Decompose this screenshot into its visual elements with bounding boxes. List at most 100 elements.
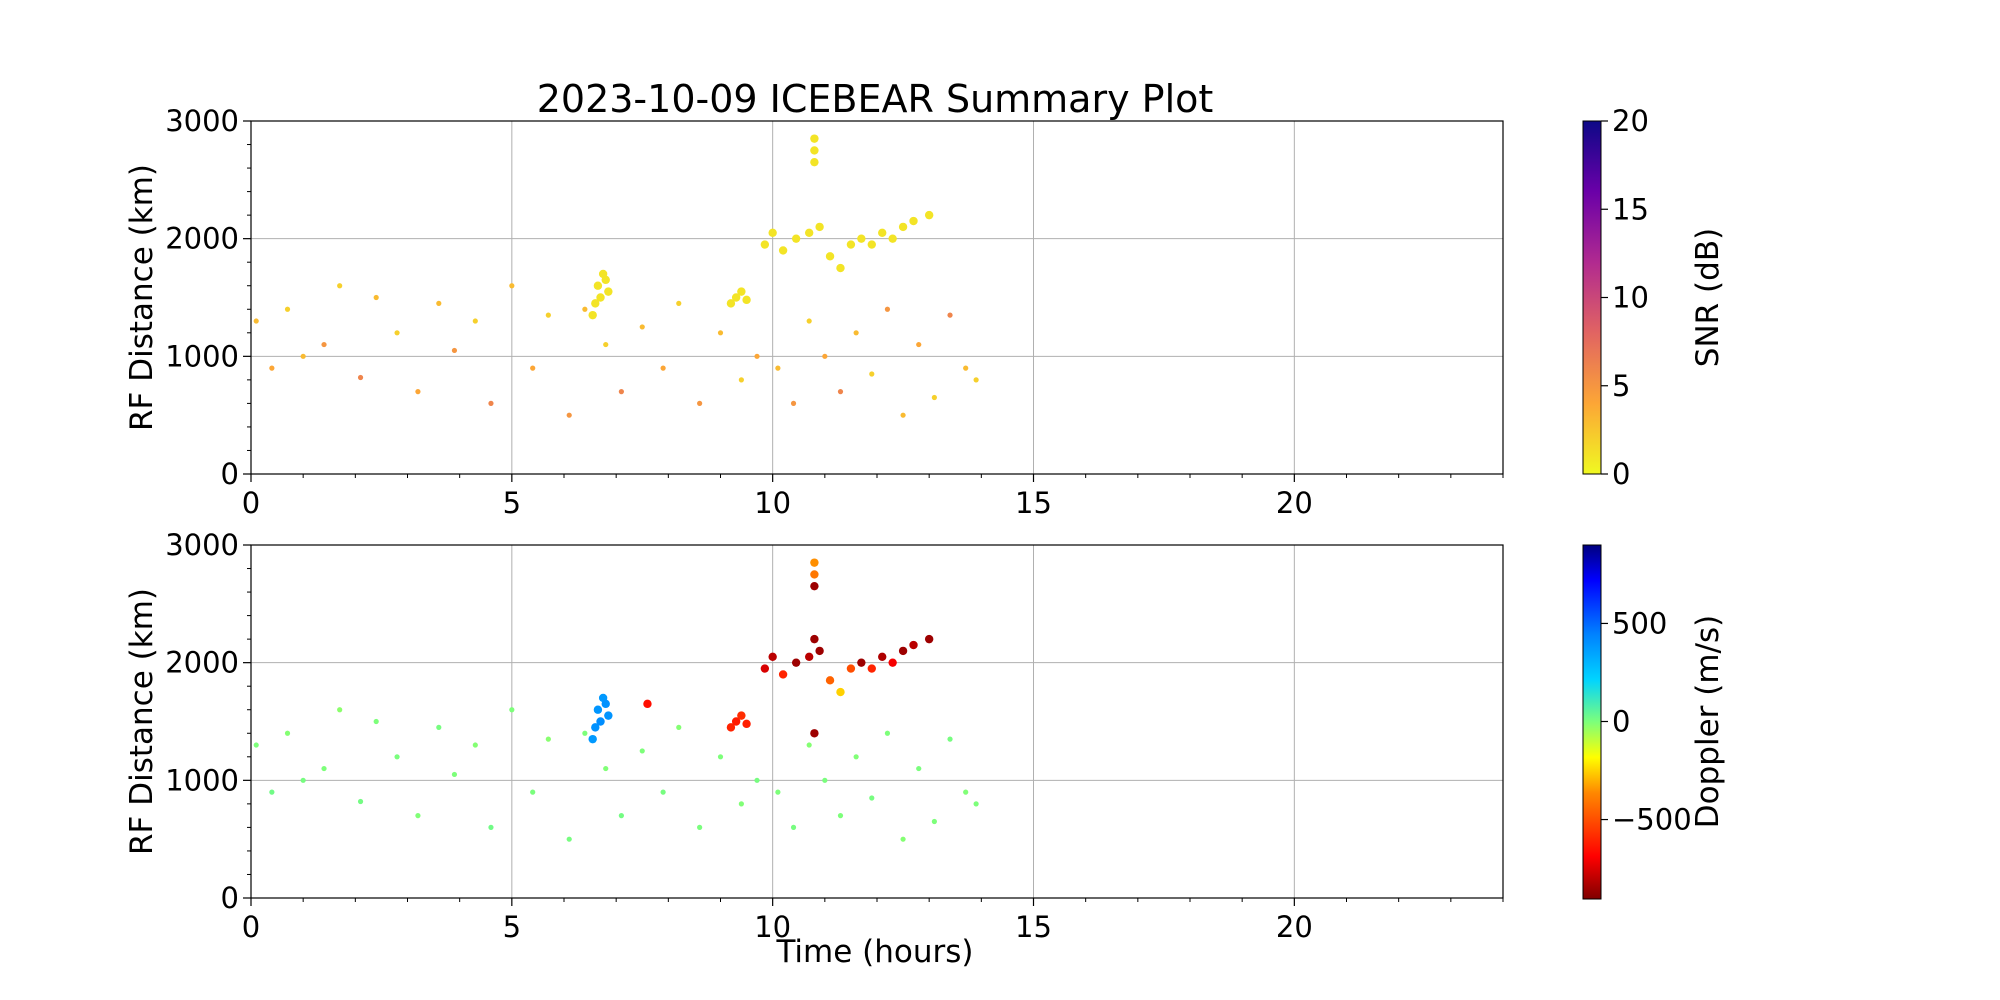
data-point <box>738 801 744 807</box>
colorbar-tick-label: 0 <box>1612 705 1630 739</box>
data-point <box>545 736 551 742</box>
data-point <box>822 353 828 359</box>
data-point <box>909 216 918 226</box>
data-point <box>731 717 741 726</box>
y-tick-label: 2000 <box>165 646 239 680</box>
data-point <box>357 374 364 381</box>
data-point <box>947 312 953 318</box>
data-point <box>804 652 814 661</box>
data-point <box>591 299 600 308</box>
snr-colorbar-gradient <box>1582 120 1602 475</box>
data-point <box>738 377 744 383</box>
data-point <box>337 283 343 289</box>
data-point <box>909 640 918 650</box>
data-point <box>742 719 751 729</box>
data-point <box>451 771 458 778</box>
data-point <box>660 789 666 795</box>
y-tick-label: 0 <box>221 881 239 915</box>
data-point <box>825 252 835 261</box>
data-point <box>973 377 979 383</box>
data-point <box>394 754 400 760</box>
colorbar-tick-label: −500 <box>1612 803 1692 837</box>
data-point <box>853 330 859 336</box>
plot-area <box>251 545 1503 898</box>
data-point <box>472 742 478 748</box>
x-tick-label: 20 <box>1276 486 1313 520</box>
data-point <box>810 146 819 155</box>
data-point <box>488 400 494 406</box>
data-point <box>947 736 953 742</box>
colorbar-tick-label: 0 <box>1612 457 1630 491</box>
data-point <box>582 306 588 312</box>
data-point <box>737 287 746 296</box>
y-tick-label: 2000 <box>165 222 239 256</box>
data-point <box>791 658 801 667</box>
data-point <box>731 293 741 302</box>
x-tick-label: 15 <box>1015 910 1052 944</box>
data-point <box>790 400 797 406</box>
data-point <box>269 365 275 371</box>
data-point <box>857 658 866 667</box>
data-point <box>436 300 442 306</box>
data-point <box>603 341 609 348</box>
data-point <box>810 157 819 167</box>
data-point <box>846 240 856 249</box>
colorbar-tick-label: 10 <box>1612 281 1649 315</box>
colorbar-label: SNR (dB) <box>1690 228 1726 367</box>
data-point <box>639 748 645 754</box>
y-tick-label: 0 <box>221 457 239 491</box>
data-point <box>253 742 259 748</box>
x-tick-label: 20 <box>1276 910 1313 944</box>
data-point <box>867 240 876 249</box>
data-point <box>815 222 824 232</box>
data-point <box>898 646 908 656</box>
data-point <box>530 365 536 371</box>
x-tick-label: 10 <box>754 910 791 944</box>
data-point <box>660 365 666 371</box>
data-point <box>878 228 887 237</box>
plot-frame <box>250 120 1504 475</box>
data-point <box>488 824 494 831</box>
data-point <box>717 330 724 336</box>
y-tick-label: 1000 <box>165 339 239 373</box>
data-point <box>810 134 819 143</box>
data-point <box>357 798 364 805</box>
data-point <box>916 765 922 772</box>
chart-title: 2023-10-09 ICEBEAR Summary Plot <box>537 77 1214 121</box>
data-point <box>321 341 327 348</box>
data-point <box>596 293 605 302</box>
x-axis-label: Time (hours) <box>775 934 973 970</box>
data-point <box>300 777 306 783</box>
data-point <box>269 789 275 795</box>
data-point <box>566 836 572 842</box>
y-tick-label: 3000 <box>165 528 239 562</box>
data-point <box>804 228 814 237</box>
y-axis-label: RF Distance (km) <box>124 164 160 431</box>
data-point <box>566 412 572 418</box>
data-point <box>846 664 856 673</box>
data-point <box>588 310 597 320</box>
data-point <box>373 294 379 301</box>
data-point <box>810 581 819 591</box>
y-axis-label: RF Distance (km) <box>124 588 160 855</box>
data-point <box>643 699 652 709</box>
data-point <box>394 330 400 336</box>
data-point <box>509 283 515 289</box>
data-point <box>884 730 891 736</box>
data-point <box>790 824 797 831</box>
x-tick-label: 10 <box>754 486 791 520</box>
data-point <box>837 389 844 395</box>
data-point <box>867 664 876 673</box>
data-point <box>530 789 536 795</box>
doppler-colorbar: −500 0 500 Doppler (m/s) <box>1582 544 1726 900</box>
data-point <box>726 723 736 732</box>
data-point <box>337 707 343 713</box>
colorbar-label: Doppler (m/s) <box>1690 615 1726 828</box>
data-point <box>924 634 934 644</box>
data-point <box>836 687 845 697</box>
data-point <box>601 699 610 709</box>
plot-frame <box>250 544 1504 899</box>
data-point <box>825 676 835 685</box>
